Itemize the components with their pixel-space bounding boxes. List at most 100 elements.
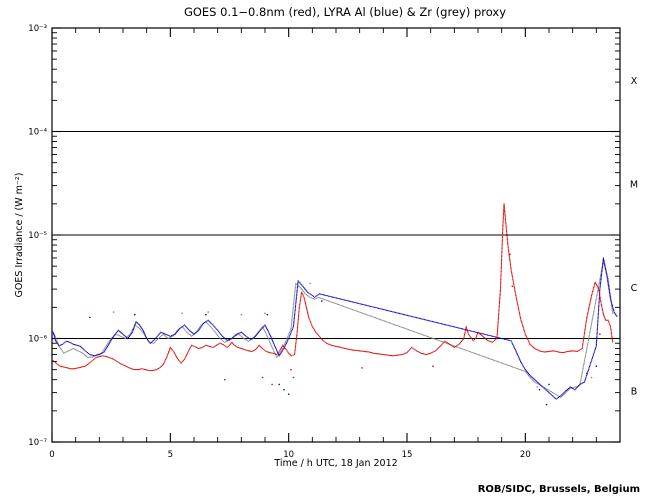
data-point [512, 281, 514, 283]
data-point [587, 312, 589, 315]
data-point [593, 284, 596, 286]
data-point [504, 220, 507, 222]
data-point [314, 298, 316, 300]
data-point [576, 386, 578, 389]
data-point [592, 313, 594, 315]
data-point [153, 369, 155, 371]
data-point [111, 337, 113, 340]
data-point [275, 353, 277, 355]
data-point [144, 333, 146, 335]
data-point [359, 311, 361, 313]
data-point [166, 334, 168, 336]
data-point [520, 362, 522, 364]
data-point [374, 317, 377, 319]
data-point [288, 337, 290, 340]
data-point [590, 322, 593, 324]
data-point [293, 319, 295, 321]
data-point [384, 320, 387, 323]
data-point [516, 302, 519, 304]
data-point [296, 330, 298, 333]
data-point [56, 340, 58, 343]
data-point [588, 337, 590, 339]
data-point [79, 351, 82, 353]
data-point [459, 347, 462, 349]
data-point [598, 300, 600, 302]
data-point [501, 239, 503, 241]
data-point [155, 340, 157, 342]
data-point [498, 305, 500, 308]
outlier-point [509, 253, 511, 256]
data-point [177, 329, 179, 332]
data-point [297, 284, 299, 286]
data-point [243, 334, 245, 336]
data-point [594, 305, 596, 307]
data-point [167, 351, 170, 353]
data-point [132, 328, 134, 331]
data-point [288, 331, 291, 334]
data-point [276, 356, 278, 358]
data-point [608, 291, 611, 294]
data-point [500, 260, 503, 262]
data-point [69, 349, 71, 351]
data-point [585, 353, 587, 355]
data-point [499, 287, 502, 289]
data-point [157, 367, 160, 370]
data-point [139, 325, 141, 327]
data-point [498, 303, 501, 305]
data-point [500, 284, 502, 286]
data-point [486, 357, 488, 359]
data-point [142, 331, 144, 333]
data-point [164, 360, 166, 362]
y-axis-ticks: 10⁻³10⁻⁴10⁻⁵10⁻⁶10⁻⁷ [28, 24, 61, 448]
data-point [159, 367, 161, 369]
data-point [598, 292, 601, 294]
data-point [360, 303, 363, 305]
data-point [597, 320, 599, 323]
data-point [508, 256, 511, 258]
data-point [150, 341, 153, 343]
data-point [287, 335, 289, 337]
data-point [231, 341, 233, 343]
data-point [286, 338, 288, 340]
data-point [304, 288, 306, 290]
data-point [349, 300, 351, 302]
data-point [508, 364, 510, 367]
data-point [200, 347, 202, 349]
data-point [591, 321, 593, 323]
data-point [545, 389, 547, 391]
data-point [170, 335, 173, 337]
data-point [482, 355, 485, 358]
data-point [601, 308, 603, 311]
data-point [484, 333, 486, 335]
data-point [488, 334, 490, 336]
data-point [321, 293, 323, 296]
data-point [489, 340, 491, 342]
data-point [291, 318, 293, 320]
data-point [596, 285, 598, 287]
data-point [79, 345, 82, 347]
data-point [108, 356, 110, 359]
data-point [295, 284, 297, 286]
data-point [288, 352, 290, 354]
data-point [492, 340, 494, 342]
data-point [502, 231, 504, 233]
data-point [443, 341, 445, 343]
data-point [300, 283, 302, 285]
data-point [242, 333, 244, 335]
data-point [167, 352, 169, 355]
data-point [296, 334, 298, 337]
data-point [548, 389, 550, 391]
data-point [294, 313, 296, 316]
data-point [101, 352, 103, 354]
data-point [405, 314, 407, 316]
right-axis-ticks [611, 27, 620, 443]
data-point [196, 347, 199, 349]
data-point [277, 352, 279, 354]
data-point [501, 243, 503, 246]
data-point [582, 343, 584, 346]
data-point [189, 330, 191, 332]
data-point [182, 325, 184, 327]
data-point [458, 347, 460, 349]
data-point [589, 363, 592, 365]
data-point [548, 391, 550, 394]
